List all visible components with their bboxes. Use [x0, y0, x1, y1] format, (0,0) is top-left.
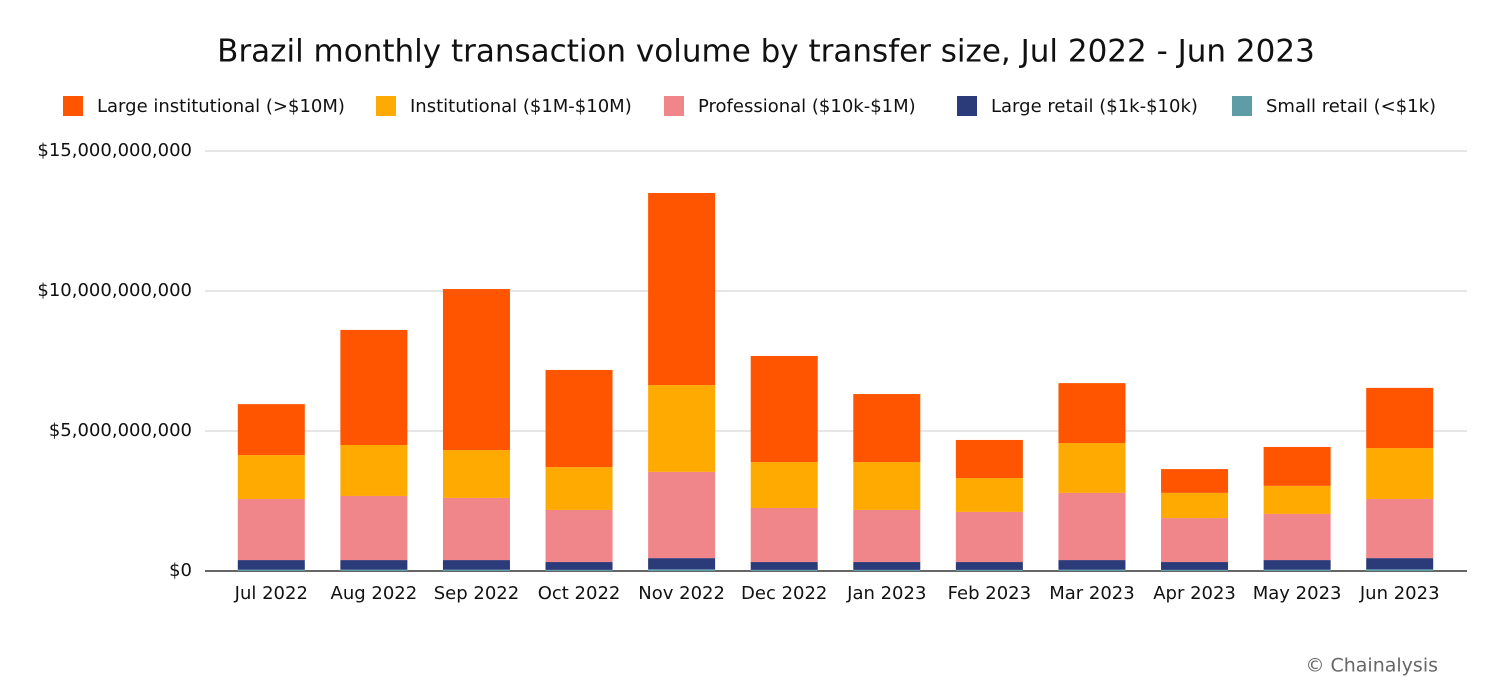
- bar-segment: [1263, 446, 1331, 486]
- x-tick-label: Feb 2023: [948, 583, 1031, 604]
- x-tick-label: Dec 2022: [741, 583, 827, 604]
- x-tick-label: Nov 2022: [638, 583, 725, 604]
- bar-segment: [750, 462, 818, 508]
- bar-segment: [340, 329, 408, 445]
- bar-segment: [545, 369, 613, 468]
- bar-segment: [237, 560, 305, 570]
- bar-segment: [1058, 492, 1126, 561]
- y-tick-label: $5,000,000,000: [49, 420, 192, 441]
- legend-swatch: [664, 96, 684, 116]
- legend-label: Large institutional (>$10M): [97, 96, 345, 117]
- bar-segment: [648, 569, 716, 571]
- bar-segment: [853, 509, 921, 563]
- bar-segment: [1161, 492, 1229, 519]
- x-tick-label: Jan 2023: [846, 583, 926, 604]
- bar-segment: [955, 562, 1023, 570]
- bar-segment: [1366, 558, 1434, 570]
- bar-segment: [442, 569, 510, 571]
- legend-label: Large retail ($1k-$10k): [991, 96, 1198, 117]
- bar-segment: [1161, 469, 1229, 493]
- y-tick-label: $15,000,000,000: [37, 140, 192, 161]
- bar-segment: [442, 560, 510, 570]
- legend-label: Institutional ($1M-$10M): [410, 96, 632, 117]
- bar-segment: [648, 193, 716, 386]
- x-tick-label: May 2023: [1253, 583, 1342, 604]
- bar-segment: [1058, 560, 1126, 570]
- bar-segment: [648, 471, 716, 559]
- bar-segment: [442, 450, 510, 498]
- legend-swatch: [1232, 96, 1252, 116]
- x-tick-label: Apr 2023: [1153, 583, 1236, 604]
- bar-segment: [340, 495, 408, 561]
- bar-segment: [442, 289, 510, 451]
- legend-label: Small retail (<$1k): [1266, 96, 1436, 117]
- bar-segment: [1263, 560, 1331, 570]
- bar-segment: [853, 569, 921, 571]
- bar-segment: [750, 355, 818, 463]
- bar-segment: [1058, 383, 1126, 444]
- bar-segment: [1263, 485, 1331, 514]
- bar-segment: [1058, 569, 1126, 571]
- bar-segment: [648, 385, 716, 472]
- bar-segment: [545, 467, 613, 510]
- bar-segment: [442, 497, 510, 561]
- bar-segment: [1366, 499, 1434, 559]
- bar-segment: [1161, 562, 1229, 570]
- bar-segment: [1161, 569, 1229, 571]
- bar-segment: [1263, 513, 1331, 561]
- bar-segment: [1366, 569, 1434, 571]
- bar-segment: [237, 404, 305, 456]
- x-tick-label: Mar 2023: [1049, 583, 1135, 604]
- legend-swatch: [376, 96, 396, 116]
- bar-segment: [648, 558, 716, 570]
- legend-swatch: [63, 96, 83, 116]
- x-tick-label: Jul 2022: [234, 583, 308, 604]
- bar-segment: [955, 478, 1023, 512]
- bar-segment: [750, 569, 818, 571]
- x-tick-label: Sep 2022: [434, 583, 519, 604]
- chart-title: Brazil monthly transaction volume by tra…: [217, 34, 1315, 70]
- bar-segment: [1263, 569, 1331, 571]
- bar-segment: [853, 394, 921, 463]
- bar-segment: [750, 562, 818, 570]
- bar-segment: [1366, 387, 1434, 449]
- y-tick-label: $0: [169, 560, 192, 581]
- bar-segment: [1366, 448, 1434, 500]
- watermark: © Chainalysis: [1305, 655, 1438, 677]
- x-tick-label: Oct 2022: [538, 583, 621, 604]
- bar-segment: [853, 562, 921, 570]
- bar-segment: [545, 562, 613, 570]
- bar-segment: [545, 569, 613, 571]
- bar-segment: [1058, 443, 1126, 493]
- x-tick-label: Jun 2023: [1359, 583, 1440, 604]
- bar-segment: [340, 569, 408, 571]
- bar-segment: [955, 511, 1023, 563]
- legend-label: Professional ($10k-$1M): [698, 96, 916, 117]
- bar-segment: [955, 569, 1023, 571]
- legend-swatch: [957, 96, 977, 116]
- x-tick-label: Aug 2022: [331, 583, 418, 604]
- bar-segment: [1161, 518, 1229, 563]
- bar-segment: [237, 455, 305, 500]
- bar-segment: [545, 509, 613, 563]
- bar-segment: [853, 462, 921, 510]
- bar-segment: [955, 439, 1023, 479]
- bar-segment: [237, 499, 305, 561]
- bar-segment: [237, 569, 305, 571]
- bar-segment: [340, 560, 408, 570]
- bar-segment: [340, 445, 408, 496]
- y-tick-label: $10,000,000,000: [37, 280, 192, 301]
- bar-segment: [750, 508, 818, 563]
